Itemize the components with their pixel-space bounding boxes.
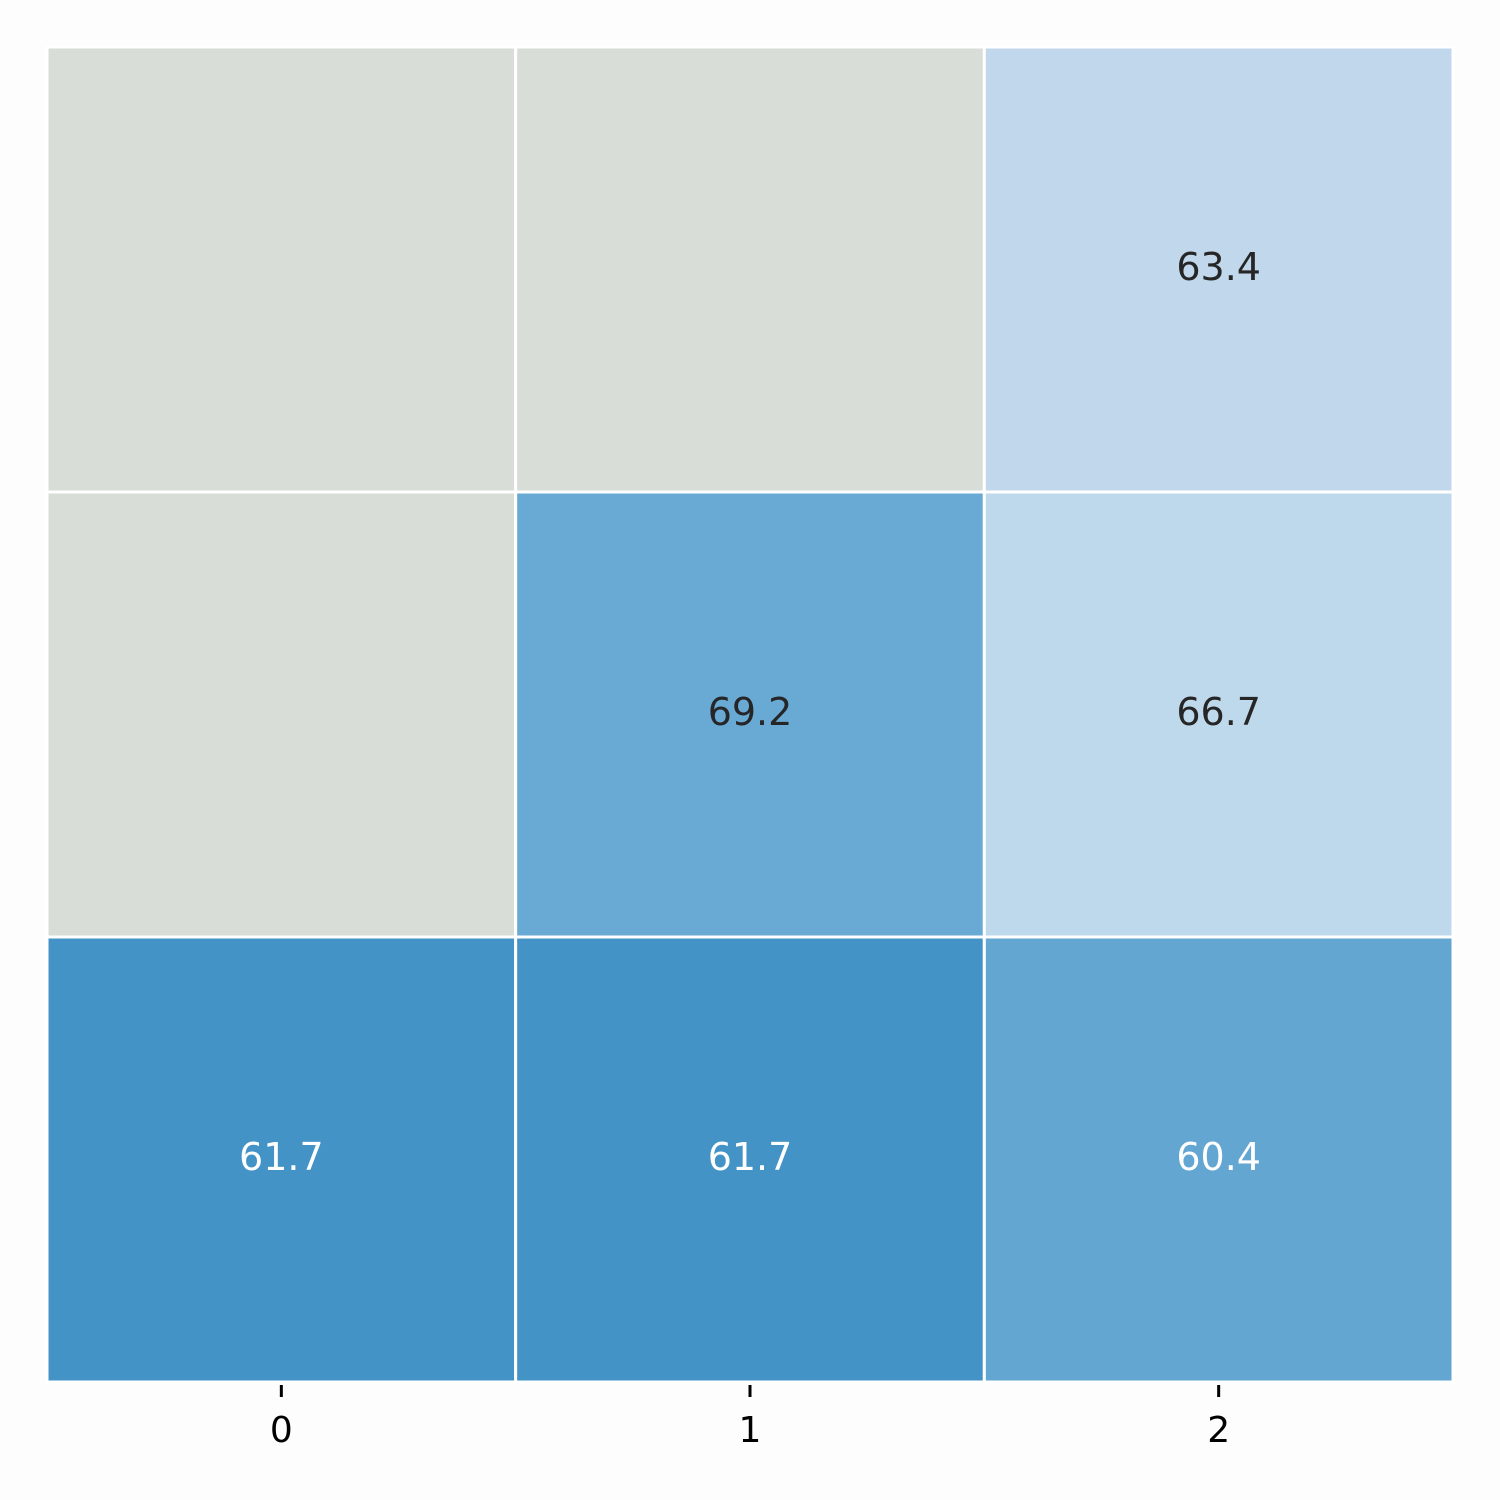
cell-label: 61.7 [708,1135,793,1179]
heatmap-cell [982,45,1455,494]
x-tick-label: 2 [1207,1410,1230,1451]
cell-label: 60.4 [1176,1135,1261,1179]
empty-cell [514,45,986,494]
empty-cell [45,490,518,939]
cell-label: 69.2 [708,690,793,734]
x-tick-label: 1 [739,1410,762,1451]
cell-label: 63.4 [1176,245,1261,289]
heatmap-cell [982,490,1455,939]
cell-label: 61.7 [239,1135,324,1179]
heatmap-cell [45,935,518,1384]
x-tick-label: 0 [270,1410,293,1451]
empty-cell [45,45,518,494]
cell-label: 66.7 [1176,690,1261,734]
heatmap-cell [982,935,1455,1384]
heatmap-cell [514,490,986,939]
heatmap-cell [514,935,986,1384]
